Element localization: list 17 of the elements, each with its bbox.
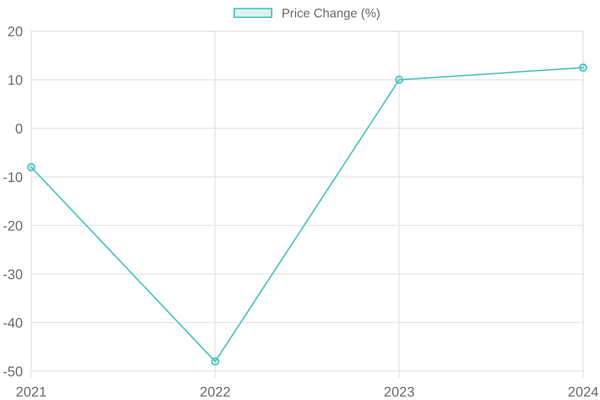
y-tick-label: 20	[8, 26, 22, 36]
y-tick-label: -40	[3, 318, 22, 328]
point	[395, 76, 404, 84]
x-tick-label: 2024	[568, 386, 598, 397]
x-tick-label: 2021	[16, 386, 46, 397]
y-tick-label: -30	[3, 269, 22, 280]
point	[579, 63, 588, 72]
point	[211, 357, 220, 366]
y-tick-label: 0	[16, 124, 22, 134]
y-tick-label: 10	[8, 75, 22, 85]
y-tick-label: -20	[3, 220, 22, 231]
point	[27, 163, 36, 172]
y-tick-label: -10	[3, 172, 22, 182]
y-tick-label: -50	[3, 366, 22, 376]
x-tick-label: 2022	[200, 386, 230, 397]
x-tick-label: 2023	[384, 386, 414, 397]
legend-label: Price Change (%)	[282, 8, 380, 20]
